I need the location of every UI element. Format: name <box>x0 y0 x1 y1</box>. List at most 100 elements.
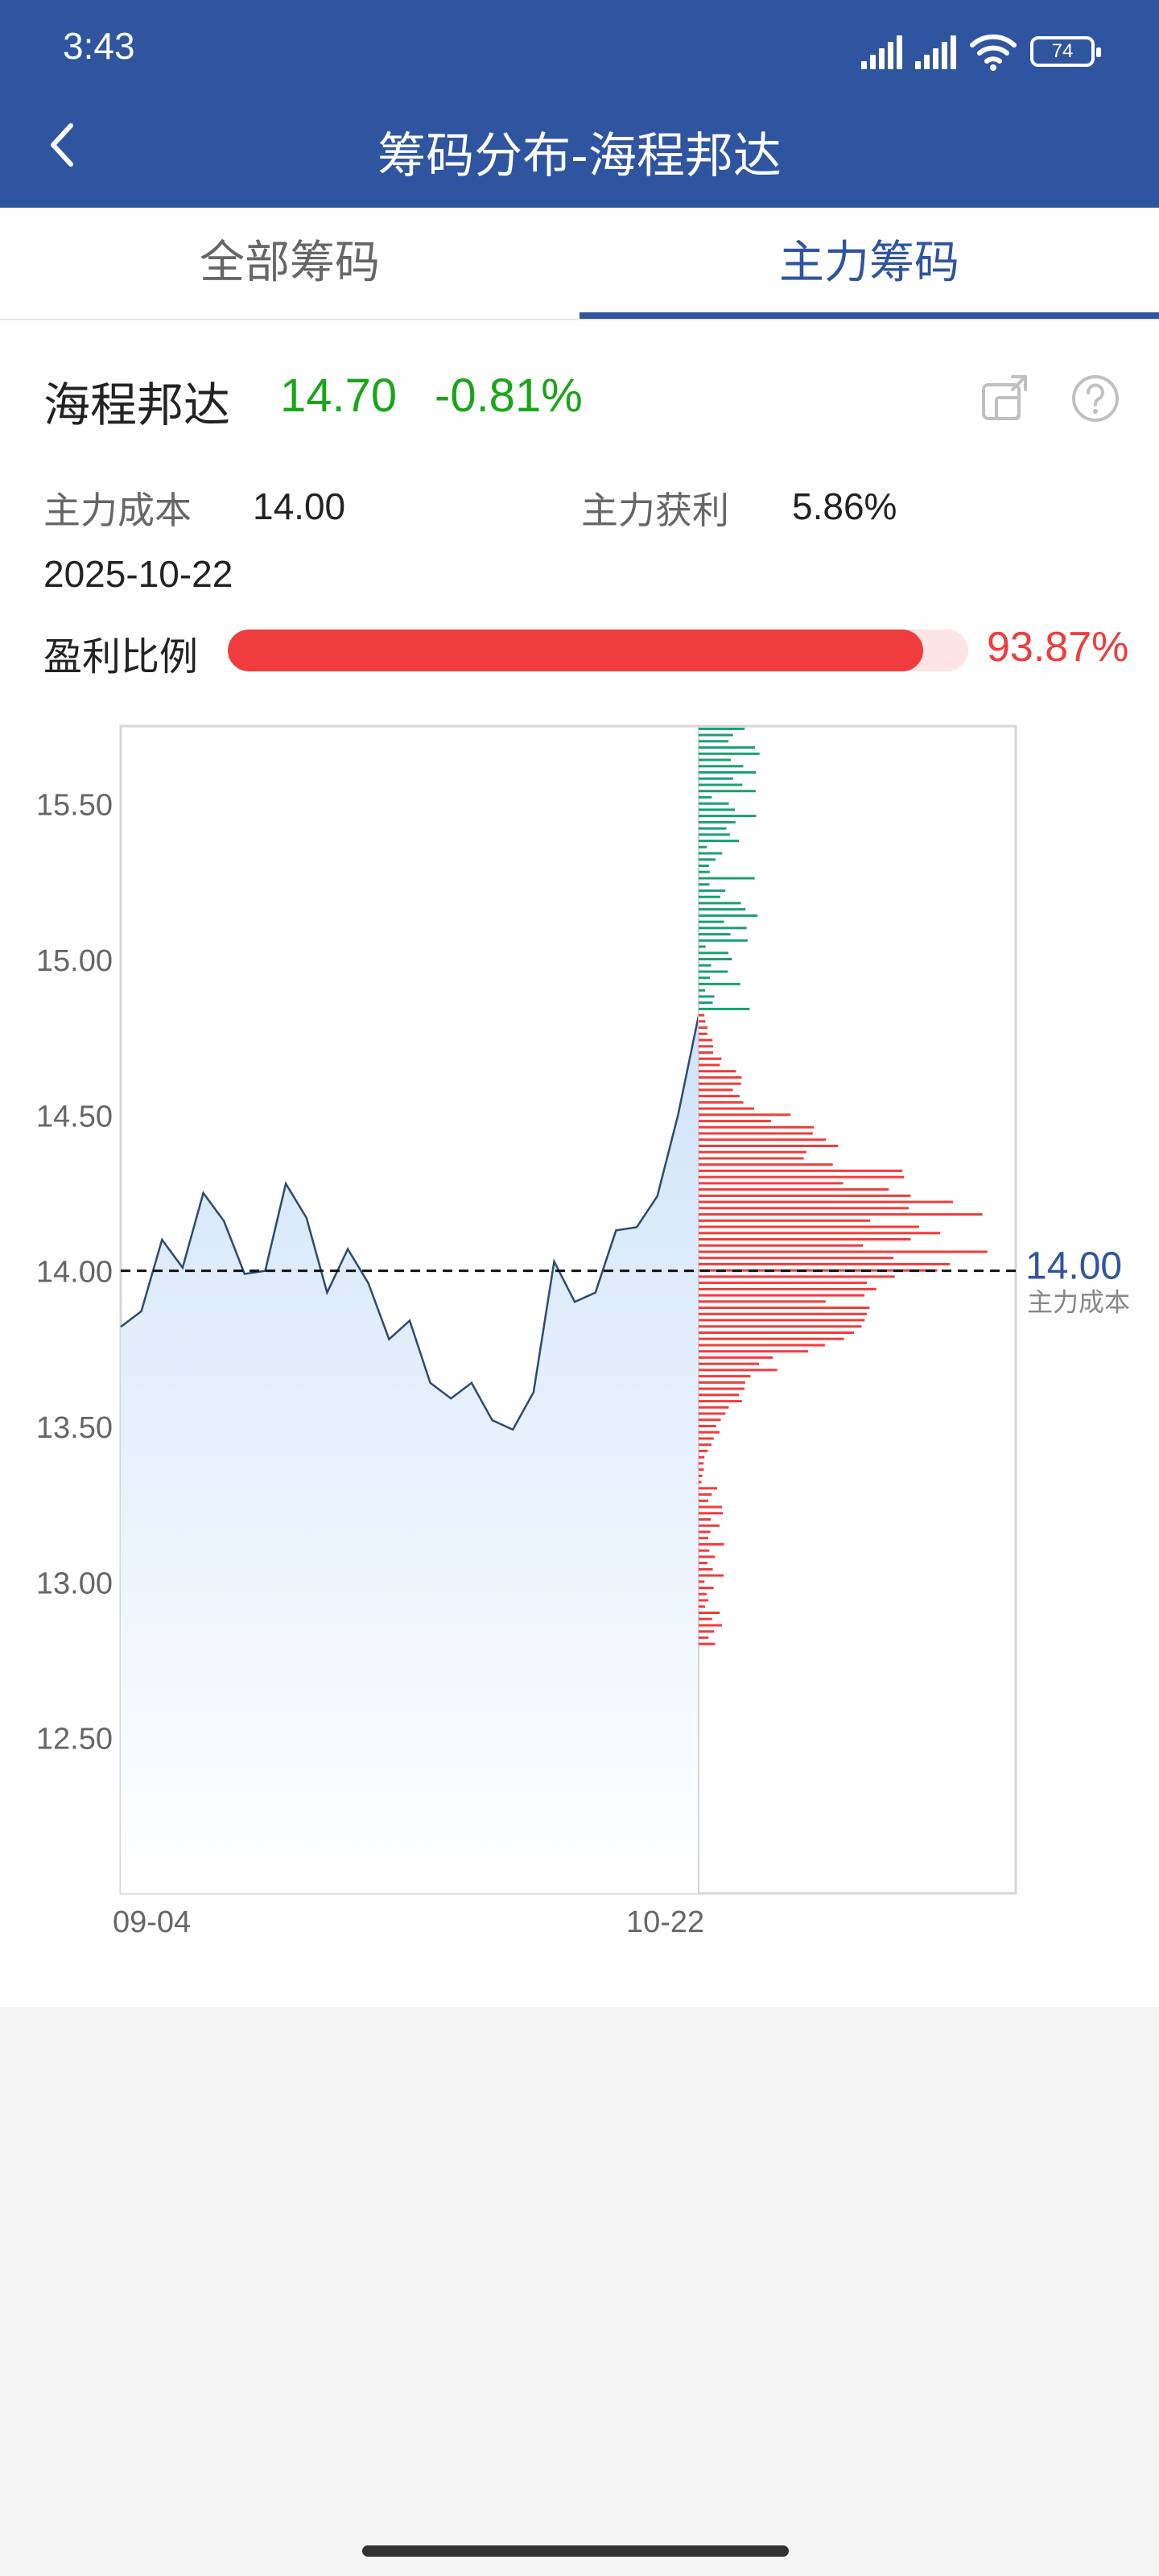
chip-bar <box>699 958 732 960</box>
chip-bar <box>699 1188 889 1191</box>
chip-bar <box>699 1487 717 1490</box>
chip-bar <box>699 1425 716 1427</box>
price-line <box>120 1015 700 1431</box>
chip-bar <box>699 1437 714 1440</box>
chip-bar <box>699 1232 941 1235</box>
tab-all-chips[interactable]: 全部筹码 <box>200 237 380 289</box>
chip-bar <box>699 1169 903 1172</box>
chip-bar <box>699 1163 833 1166</box>
chip-bar <box>699 1480 702 1484</box>
chip-bar <box>699 1325 862 1328</box>
chip-bar <box>699 1567 713 1571</box>
chip-bar <box>699 840 739 843</box>
chip-bar <box>699 746 755 749</box>
chip-bar <box>699 1592 707 1596</box>
chip-bar <box>699 889 726 892</box>
chip-bar <box>699 1642 716 1645</box>
chip-bar <box>699 1244 864 1247</box>
tab-main-chips[interactable]: 主力筹码 <box>779 237 959 289</box>
price-area <box>121 1015 699 1893</box>
chip-bar <box>699 1194 911 1197</box>
chip-bar <box>699 1630 715 1633</box>
tab-bar: 全部筹码 主力筹码 <box>0 208 1159 320</box>
chip-bar <box>699 877 755 880</box>
chip-bar <box>699 783 743 786</box>
chip-bar <box>699 1599 709 1602</box>
chip-bar <box>699 1045 713 1048</box>
chip-bar <box>699 1562 707 1565</box>
chip-bar <box>699 1007 750 1010</box>
main-cost-label: 主力成本 <box>43 489 192 532</box>
chip-bar <box>699 1537 708 1540</box>
chip-bar <box>699 1530 711 1534</box>
y-tick-label: 12.50 <box>36 1723 113 1757</box>
chip-bar <box>699 1512 724 1515</box>
chip-bar <box>699 927 747 930</box>
chip-bar <box>699 1636 709 1639</box>
chip-bar <box>699 808 735 811</box>
chip-bar <box>699 1013 705 1017</box>
chip-bar <box>699 852 723 855</box>
chip-bar <box>699 933 731 936</box>
chip-bar <box>699 1107 755 1110</box>
chip-bar <box>699 1350 809 1353</box>
chip-bar <box>699 1362 760 1365</box>
chip-bar <box>699 1307 870 1310</box>
chip-bar <box>699 827 727 830</box>
help-icon[interactable] <box>1070 374 1120 423</box>
y-tick-label: 13.00 <box>36 1567 113 1600</box>
stock-price: 14.70 <box>280 369 398 422</box>
chip-bar <box>699 1449 708 1452</box>
chip-bar <box>699 777 733 780</box>
tab-indicator <box>580 312 1159 319</box>
chip-bar <box>699 1587 714 1590</box>
chip-bar <box>699 1238 911 1241</box>
stock-name: 海程邦达 <box>43 378 231 432</box>
chip-bar <box>699 1406 729 1409</box>
battery-icon: 74 <box>1030 36 1101 67</box>
profit-ratio-label: 盈利比例 <box>43 634 199 679</box>
chip-bar <box>699 790 756 793</box>
chip-bar <box>699 982 740 985</box>
chip-bar <box>699 1026 707 1030</box>
chip-bar <box>699 1505 722 1509</box>
x-tick-label: 10-22 <box>626 1905 704 1939</box>
x-tick-label: 09-04 <box>113 1905 191 1939</box>
chip-bar <box>699 1225 919 1228</box>
chip-bar <box>699 1250 988 1253</box>
chip-bar <box>699 1175 905 1179</box>
chip-bar <box>699 1617 712 1620</box>
chip-bar <box>699 1294 865 1297</box>
chip-bar <box>699 1219 871 1222</box>
y-tick-label: 15.00 <box>36 944 113 978</box>
chevron-left-icon[interactable] <box>40 121 89 169</box>
chip-bar <box>699 1132 813 1135</box>
wifi-icon <box>970 34 1017 71</box>
chip-bar <box>699 1387 744 1390</box>
chip-bar <box>699 908 746 911</box>
chip-bar <box>699 1113 791 1117</box>
chip-bar <box>699 815 757 818</box>
chip-bar <box>699 727 745 730</box>
chip-bar <box>699 1612 720 1614</box>
chip-bar <box>699 752 760 755</box>
y-tick-label: 13.50 <box>36 1411 113 1445</box>
chip-bar <box>699 976 710 980</box>
cost-line-value: 14.00 <box>1025 1245 1122 1288</box>
chip-bar <box>699 1157 804 1160</box>
chip-bar <box>699 1020 706 1023</box>
status-time: 3:43 <box>63 25 135 67</box>
chip-bar <box>699 895 720 898</box>
date-value: 2025-10-22 <box>43 553 233 595</box>
chip-bar <box>699 870 710 873</box>
chip-bar <box>699 1493 712 1496</box>
chip-bar <box>699 1088 733 1092</box>
chip-bar <box>699 1542 724 1546</box>
y-tick-label: 14.50 <box>36 1100 113 1133</box>
chip-bar <box>699 1624 722 1627</box>
chip-bar <box>699 1549 710 1552</box>
share-icon[interactable] <box>980 374 1030 423</box>
chip-bar <box>699 1375 751 1378</box>
home-indicator[interactable] <box>362 2545 789 2557</box>
chip-bar <box>699 1100 744 1104</box>
